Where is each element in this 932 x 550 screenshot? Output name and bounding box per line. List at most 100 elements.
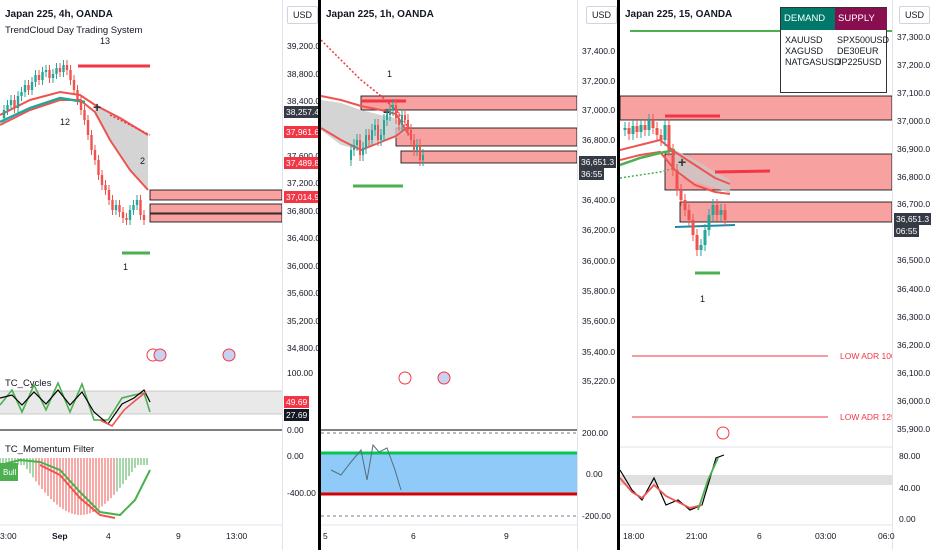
price-tick: 38,400.0 — [287, 96, 318, 106]
time-label: Sep — [52, 531, 68, 541]
price-tick: 37,300.0 — [897, 32, 931, 42]
candle — [386, 115, 388, 120]
price-tick: 37,100.0 — [897, 88, 931, 98]
candle — [125, 218, 128, 220]
time-label: 13:00 — [226, 531, 248, 541]
adr-label: LOW ADR 100% — [840, 351, 904, 361]
currency-button[interactable]: USD — [899, 6, 931, 24]
time-label: 9 — [176, 531, 181, 541]
candle — [58, 68, 62, 72]
price-tick: 37,000.0 — [897, 116, 931, 126]
time-label: 3:00 — [0, 531, 17, 541]
wave-label: 1 — [123, 262, 129, 272]
candle — [48, 70, 51, 78]
candle — [359, 140, 361, 155]
price-tick: 35,400.0 — [582, 347, 616, 357]
symbol: NATGASUSD — [785, 57, 841, 67]
candle — [410, 130, 412, 140]
candle — [356, 140, 358, 145]
indicator-momentum-name[interactable]: TC_Momentum Filter — [5, 444, 95, 455]
demand-list: XAUUSD XAGUSD NATGASUSD — [785, 35, 840, 68]
wave-label: 12 — [60, 117, 71, 127]
price-axis-15m[interactable]: USD 37,300.0 37,200.0 37,100.0 37,000.0 … — [892, 0, 932, 550]
candle — [30, 82, 34, 90]
candle — [651, 120, 655, 128]
price-tick: 36,300.0 — [897, 312, 931, 322]
supply-list: SPX500USD DE30EUR JP225USD — [837, 35, 889, 68]
candle — [631, 126, 635, 134]
price-tag: 37,014.9 — [284, 191, 318, 203]
candle — [6, 105, 9, 110]
price-tick: 37,200.0 — [582, 76, 616, 86]
price-tick: 35,900.0 — [897, 424, 931, 434]
candle — [34, 75, 37, 82]
candle — [699, 245, 703, 250]
candle — [407, 120, 409, 130]
candle — [715, 205, 719, 215]
symbol: JP225USD — [837, 57, 882, 67]
adr-label: LOW ADR 125% — [840, 412, 904, 422]
pane-divider[interactable] — [318, 0, 321, 550]
plot-4h[interactable]: + — [0, 0, 282, 550]
currency-button[interactable]: USD — [287, 6, 318, 24]
candle — [643, 125, 647, 130]
price-tick: 34,800.0 — [287, 343, 318, 353]
candle — [9, 100, 13, 105]
price-axis-1h[interactable]: USD 37,400.0 37,200.0 37,000.0 36,800.0 … — [577, 0, 617, 550]
price-tick: 36,000.0 — [582, 256, 616, 266]
candle — [398, 118, 400, 125]
ind-tick: 100.00 — [287, 368, 313, 378]
indicator-title: TrendCloud Day Trading System — [5, 25, 143, 36]
candle — [655, 128, 659, 135]
pane-1h[interactable]: + Japan 225, 1h, OANDA 1 USD 37,400.0 37… — [321, 0, 617, 550]
wave-label: 1 — [387, 69, 393, 79]
currency-button[interactable]: USD — [586, 6, 617, 24]
price-tick: 36,800.0 — [287, 206, 318, 216]
price-tick: 38,800.0 — [287, 69, 318, 79]
price-tick: 37,200.0 — [897, 60, 931, 70]
time-label: 18:00 — [623, 531, 645, 541]
price-tick: 37,000.0 — [582, 105, 616, 115]
candle — [389, 110, 391, 115]
price-tick: 36,900.0 — [897, 144, 931, 154]
candle — [44, 70, 48, 72]
candle — [100, 175, 104, 185]
candle — [422, 155, 424, 160]
candle — [114, 205, 118, 210]
symbol: XAGUSD — [785, 46, 824, 56]
plot-1h[interactable]: + — [321, 0, 577, 550]
candle — [683, 200, 687, 210]
candle — [86, 120, 90, 135]
plot-15m[interactable]: + — [620, 0, 892, 550]
ind-tick: -200.00 — [582, 511, 611, 521]
indicator-cycles-name[interactable]: TC_Cycles — [5, 378, 52, 389]
price-tick: 35,200.0 — [287, 316, 318, 326]
candle — [353, 145, 355, 150]
symbol: XAUUSD — [785, 35, 823, 45]
ind-tag: 27.69 — [284, 409, 310, 421]
candle — [671, 150, 675, 170]
candle — [62, 65, 65, 72]
price-tick: 36,800.0 — [582, 135, 616, 145]
price-tick: 36,100.0 — [897, 368, 931, 378]
ind-tick: 200.00 — [582, 428, 608, 438]
price-axis-4h[interactable]: USD 39,200.0 38,800.0 38,400.0 37,600.0 … — [282, 0, 318, 550]
pane-title: Japan 225, 4h, OANDA — [5, 9, 113, 20]
price-tick: 36,000.0 — [287, 261, 318, 271]
time-label: 6 — [411, 531, 416, 541]
candle — [404, 115, 406, 120]
ind-tag: 49.69 — [284, 396, 310, 408]
candle — [395, 105, 397, 118]
pane-divider[interactable] — [617, 0, 620, 550]
time-label: 03:00 — [815, 531, 837, 541]
candle — [65, 65, 69, 70]
candle — [97, 160, 100, 175]
pane-4h[interactable]: + Ja — [0, 0, 318, 550]
candle — [371, 130, 373, 140]
candle — [69, 70, 72, 80]
candle — [368, 135, 370, 140]
supply-header: SUPPLY — [835, 8, 887, 30]
candle — [667, 125, 671, 150]
ind-tick: 0.00 — [586, 469, 603, 479]
symbol: DE30EUR — [837, 46, 879, 56]
